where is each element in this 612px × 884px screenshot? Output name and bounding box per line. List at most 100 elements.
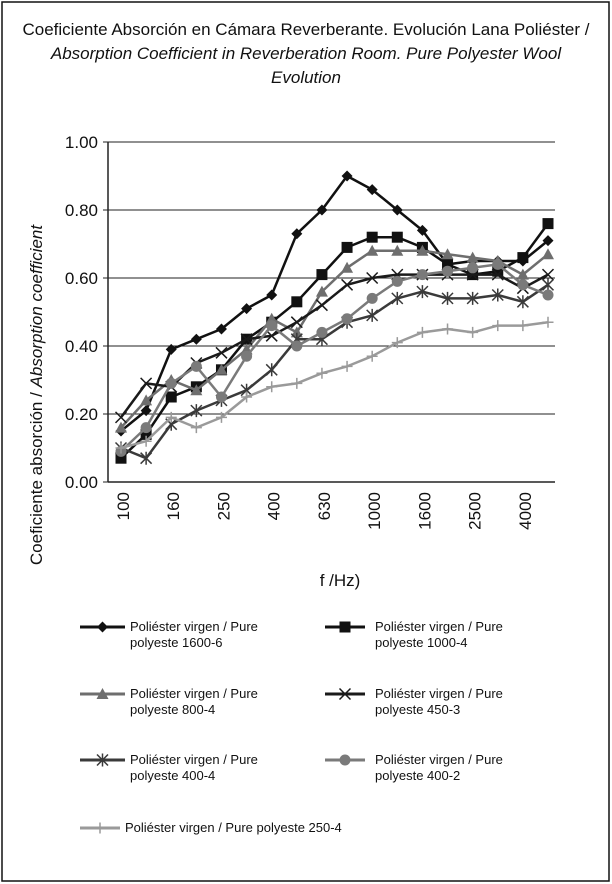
- marker: [442, 258, 454, 270]
- marker: [190, 384, 203, 396]
- marker: [266, 320, 278, 332]
- marker: [215, 346, 228, 359]
- marker: [241, 350, 253, 362]
- marker: [542, 316, 554, 328]
- marker: [491, 288, 504, 302]
- marker: [517, 279, 529, 291]
- marker: [315, 299, 328, 312]
- marker: [115, 442, 127, 454]
- legend-marker: [339, 754, 351, 766]
- marker: [366, 308, 379, 322]
- x-tick-label: 1000: [365, 492, 384, 530]
- x-tick-label: 4000: [516, 492, 535, 530]
- title-es: Coeficiente Absorción en Cámara Reverber…: [22, 20, 590, 39]
- marker: [190, 333, 202, 345]
- marker: [140, 405, 152, 417]
- y-tick-label: 0.40: [65, 337, 98, 356]
- marker: [391, 231, 403, 243]
- legend-marker: [96, 688, 109, 699]
- y-tick-label: 0.60: [65, 269, 98, 288]
- x-tick-label: 1600: [415, 492, 434, 530]
- marker: [516, 295, 529, 309]
- marker: [517, 320, 529, 332]
- marker: [492, 265, 504, 277]
- marker: [416, 269, 428, 281]
- legend-label: Poliéster virgen / Pure polyeste 800-4: [130, 686, 258, 717]
- marker: [441, 248, 454, 260]
- marker: [416, 244, 429, 256]
- marker: [391, 244, 404, 256]
- marker: [190, 360, 202, 372]
- marker: [165, 411, 177, 423]
- marker: [165, 391, 177, 403]
- marker: [542, 289, 554, 301]
- series-line: [120, 283, 549, 460]
- marker: [316, 269, 328, 281]
- legend-marker: [339, 621, 351, 633]
- marker: [315, 285, 328, 297]
- marker: [366, 184, 378, 196]
- marker: [215, 323, 227, 335]
- marker: [467, 326, 479, 338]
- legend-label: Poliéster virgen / Pure polyeste 400-4: [130, 752, 258, 783]
- marker: [165, 343, 177, 355]
- x-tick-label: 100: [114, 492, 133, 520]
- marker: [165, 377, 177, 389]
- marker: [215, 363, 228, 375]
- marker: [466, 291, 479, 305]
- legend-marker: [96, 753, 109, 767]
- marker: [114, 411, 128, 424]
- legend-label: Poliéster virgen / Pure polyeste 450-3: [375, 686, 503, 717]
- marker: [140, 394, 153, 406]
- marker: [266, 381, 278, 393]
- marker: [442, 323, 454, 335]
- marker: [492, 320, 504, 332]
- marker: [416, 285, 429, 299]
- marker: [341, 313, 353, 325]
- marker: [341, 170, 353, 182]
- y-axis-label-en: Absorption coefficient: [27, 224, 46, 389]
- x-tick-label: 630: [315, 492, 334, 520]
- marker: [240, 333, 253, 346]
- marker: [265, 329, 278, 342]
- marker: [391, 204, 403, 216]
- marker: [215, 411, 227, 423]
- marker: [416, 326, 428, 338]
- marker: [441, 291, 454, 305]
- chart-title: Coeficiente Absorción en Cámara Reverber…: [20, 18, 592, 90]
- legend-label: Poliéster virgen / Pure polyeste 1000-4: [375, 619, 503, 650]
- marker: [190, 404, 203, 418]
- legend-marker: [97, 621, 108, 633]
- marker: [491, 268, 504, 281]
- marker: [341, 278, 354, 291]
- marker: [467, 262, 479, 274]
- legend-label: Poliéster virgen / Pure polyeste 400-2: [375, 752, 503, 783]
- marker: [316, 204, 328, 216]
- marker: [291, 377, 303, 389]
- series: [115, 258, 554, 457]
- marker: [140, 377, 153, 390]
- marker: [316, 326, 328, 338]
- marker: [291, 296, 303, 308]
- marker: [266, 289, 278, 301]
- marker: [115, 452, 127, 464]
- marker: [391, 337, 403, 349]
- marker: [140, 422, 152, 434]
- marker: [241, 303, 253, 315]
- marker: [366, 244, 379, 256]
- marker: [341, 261, 354, 273]
- marker: [517, 252, 529, 264]
- x-axis-label: f /Hz): [320, 571, 361, 590]
- marker: [341, 360, 353, 372]
- marker: [290, 316, 303, 329]
- legend-marker: [338, 687, 352, 701]
- marker: [291, 340, 303, 352]
- marker: [366, 271, 379, 285]
- legend-label: Poliéster virgen / Pure polyeste 250-4: [125, 820, 342, 835]
- marker: [541, 268, 555, 281]
- x-tick-label: 160: [164, 492, 183, 520]
- marker: [215, 391, 227, 403]
- marker: [416, 224, 428, 236]
